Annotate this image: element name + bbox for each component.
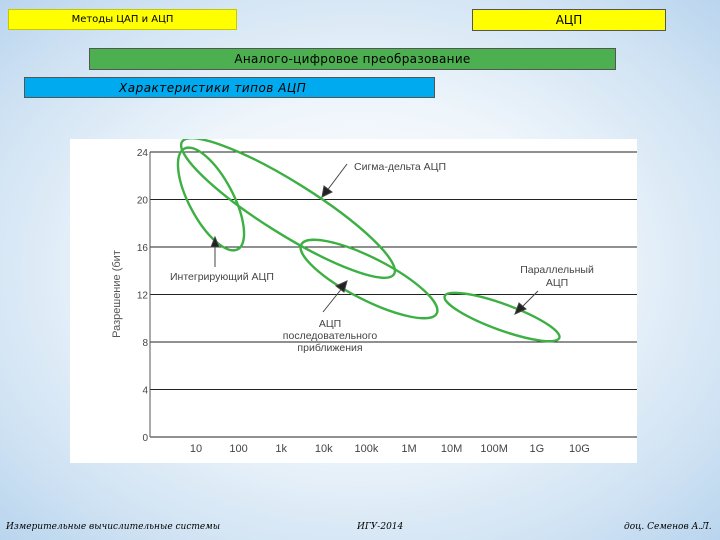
x-tick-10G: 10G xyxy=(569,443,590,455)
label-integrating: Интегрирующий АЦП xyxy=(170,271,274,283)
pointer-successive xyxy=(322,286,344,313)
y-tick-24: 24 xyxy=(137,148,149,159)
y-tick-16: 16 xyxy=(137,243,149,254)
arrow-sigma-delta xyxy=(321,185,333,198)
header-right-tag: АЦП xyxy=(472,9,666,31)
y-tick-0: 0 xyxy=(142,433,148,444)
x-tick-100k: 100k xyxy=(354,443,378,455)
header-left-tag: Методы ЦАП и АЦП xyxy=(8,9,237,30)
footer-course: Измерительные вычислительные системы xyxy=(6,522,221,532)
label-flash-line1: Параллельный xyxy=(520,264,594,276)
adc-chart-panel: Разрешение (бит 24 20 16 12 8 4 0 10 100 1k 10k 10… xyxy=(70,136,637,463)
header-right-label: АЦП xyxy=(555,13,583,27)
y-axis-label: Разрешение (бит xyxy=(111,250,123,338)
header-left-label: Методы ЦАП и АЦП xyxy=(71,14,174,25)
x-tick-1G: 1G xyxy=(529,443,544,455)
label-successive-line3: приближения xyxy=(297,342,362,354)
x-tick-10: 10 xyxy=(190,443,202,455)
label-successive-line1: АЦП xyxy=(319,318,341,330)
y-tick-12: 12 xyxy=(137,291,149,302)
x-tick-1M: 1M xyxy=(401,443,416,455)
y-tick-20: 20 xyxy=(137,196,149,207)
arrow-flash xyxy=(514,302,527,315)
x-tick-100M: 100M xyxy=(480,443,508,455)
pointer-sigma-delta xyxy=(325,163,348,193)
label-flash-line2: АЦП xyxy=(546,277,568,289)
y-tick-labels: 24 20 16 12 8 4 0 xyxy=(137,148,149,444)
subsection-title: Характеристики типов АЦП xyxy=(119,80,307,95)
arrow-integrating xyxy=(210,235,220,248)
x-tick-labels: 10 100 1k 10k 100k 1M 10M 100M 1G 10G xyxy=(190,443,590,455)
y-tick-8: 8 xyxy=(142,338,148,349)
footer-university: ИГУ-2014 xyxy=(357,522,404,532)
section-title-bar: Аналого-цифровое преобразование xyxy=(89,48,616,70)
x-tick-10k: 10k xyxy=(315,443,333,455)
footer-author: доц. Семенов А.Л. xyxy=(624,522,712,532)
x-tick-10M: 10M xyxy=(441,443,462,455)
label-successive-line2: последовательного xyxy=(283,330,378,342)
x-tick-100: 100 xyxy=(229,443,247,455)
section-title: Аналого-цифровое преобразование xyxy=(234,52,471,66)
region-integrating xyxy=(176,146,246,252)
region-successive-approximation xyxy=(299,238,439,320)
arrow-successive xyxy=(335,280,348,293)
x-tick-1k: 1k xyxy=(275,443,287,455)
label-sigma-delta: Сигма-дельта АЦП xyxy=(354,161,446,173)
subsection-title-bar: Характеристики типов АЦП xyxy=(24,77,435,98)
region-flash xyxy=(443,291,561,343)
y-tick-4: 4 xyxy=(142,386,148,397)
region-sigma-delta xyxy=(179,136,397,280)
